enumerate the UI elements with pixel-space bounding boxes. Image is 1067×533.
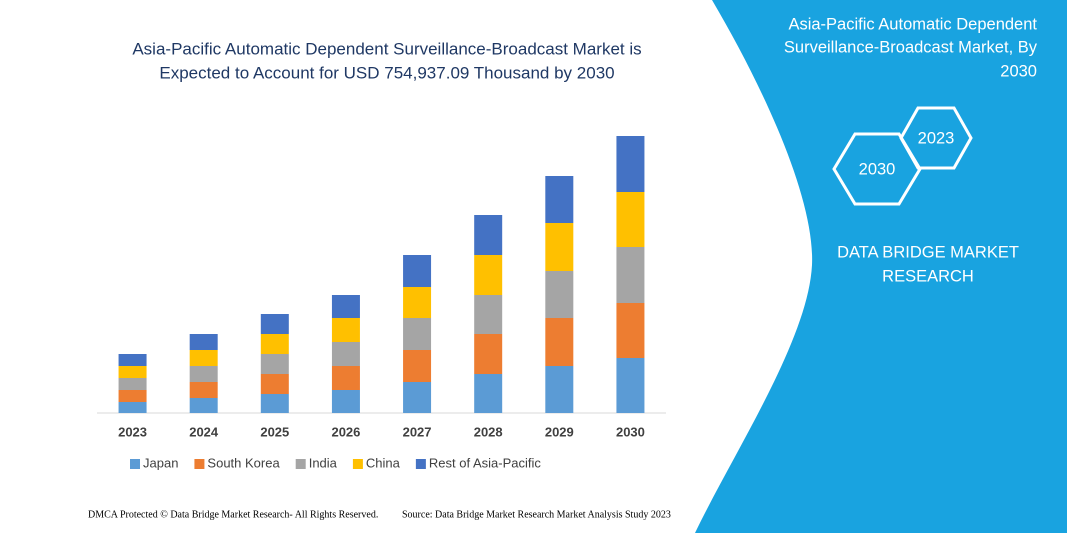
x-tick-label: 2030 <box>616 424 645 439</box>
bar-segment <box>474 374 503 413</box>
bar-segment <box>474 255 503 295</box>
x-tick-label: 2025 <box>260 424 289 439</box>
bar-segment <box>260 394 289 413</box>
x-tick-label: 2023 <box>118 424 147 439</box>
brand: RESEARCH <box>882 267 974 285</box>
panel-title: Asia-Pacific Automatic Dependent <box>788 15 1037 33</box>
bar-segment <box>189 350 218 366</box>
legend-swatch <box>295 459 306 469</box>
bar-segment <box>118 378 147 390</box>
bar-segment <box>189 382 218 398</box>
bar-segment <box>118 366 147 378</box>
bar-segment <box>189 366 218 382</box>
bar-segment <box>545 176 574 223</box>
bar-segment <box>545 271 574 318</box>
chart-title: Expected to Account for USD 754,937.09 T… <box>159 63 614 82</box>
bar-segment <box>403 255 432 287</box>
bar-segment <box>331 366 360 390</box>
bar-segment <box>403 382 432 413</box>
legend-swatch <box>352 459 363 469</box>
bar-segment <box>331 342 360 366</box>
hex-label: 2023 <box>918 129 955 147</box>
bar-segment <box>616 247 645 303</box>
bar-segment <box>403 287 432 318</box>
bar-segment <box>189 398 218 413</box>
legend-swatch <box>130 459 140 469</box>
bar-segment <box>474 215 503 255</box>
bar-segment <box>474 295 503 334</box>
bar-segment <box>616 136 645 192</box>
bar-segment <box>260 334 289 354</box>
bar-segment <box>545 318 574 366</box>
side-panel <box>695 0 1067 533</box>
hex-label: 2030 <box>859 160 896 178</box>
bar-segment <box>616 192 645 247</box>
chart-title: Asia-Pacific Automatic Dependent Surveil… <box>132 39 641 58</box>
copyright: DMCA Protected © Data Bridge Market Rese… <box>88 509 378 520</box>
bar-segment <box>260 374 289 394</box>
bar-segment <box>260 354 289 374</box>
bar-segment <box>545 223 574 271</box>
legend-label: South Korea <box>207 455 280 470</box>
bar-segment <box>616 303 645 358</box>
panel-title: Surveillance-Broadcast Market, By <box>784 38 1038 56</box>
bar-segment <box>118 354 147 366</box>
brand: DATA BRIDGE MARKET <box>837 243 1019 261</box>
x-tick-label: 2028 <box>474 424 503 439</box>
panel-title: 2030 <box>1000 62 1037 80</box>
bar-segment <box>403 318 432 350</box>
bar-segment <box>331 390 360 413</box>
legend-label: Rest of Asia-Pacific <box>429 455 541 470</box>
bar-segment <box>260 314 289 334</box>
bar-segment <box>545 366 574 413</box>
source: Source: Data Bridge Market Research Mark… <box>402 509 671 520</box>
bar-segment <box>331 318 360 342</box>
x-tick-label: 2027 <box>403 424 432 439</box>
bar-segment <box>331 295 360 318</box>
legend-label: China <box>366 455 401 470</box>
bar-segment <box>403 350 432 382</box>
x-tick-label: 2029 <box>545 424 574 439</box>
bar-segment <box>118 402 147 413</box>
bar-segment <box>474 334 503 374</box>
x-tick-label: 2026 <box>331 424 360 439</box>
bar-segment <box>616 358 645 413</box>
legend-swatch <box>415 459 426 469</box>
legend-label: India <box>309 455 338 470</box>
legend-swatch <box>194 459 205 469</box>
legend-label: Japan <box>143 455 178 470</box>
bar-segment <box>118 390 147 402</box>
x-tick-label: 2024 <box>189 424 219 439</box>
hexagon <box>832 132 922 206</box>
bar-segment <box>189 334 218 350</box>
